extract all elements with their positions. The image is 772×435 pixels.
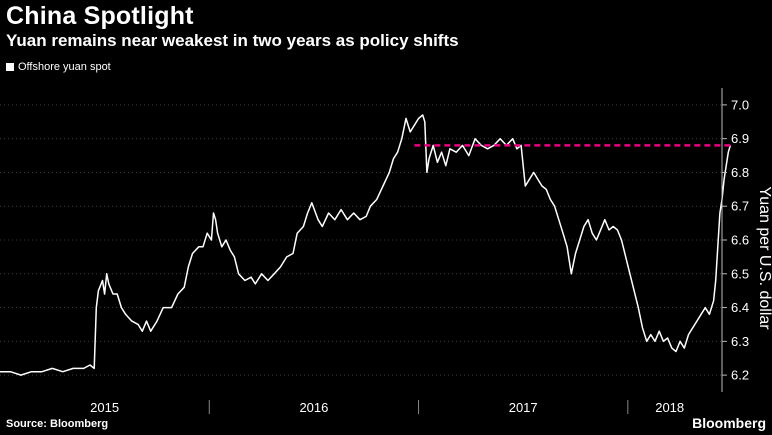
series-line [0,114,732,376]
legend-label: Offshore yuan spot [18,61,111,73]
y-axis: 6.2 6.3 6.4 6.5 6.6 6.7 6.8 6.9 7.0 [721,88,749,392]
y-tick-label: 6.4 [731,300,749,315]
y-tick-label: 6.8 [731,165,749,180]
legend: Offshore yuan spot [6,61,111,73]
y-tick-label: 6.9 [731,131,749,146]
grid [0,104,722,376]
x-axis: 2015 2016 2017 2018 [90,400,684,415]
bloomberg-logo: Bloomberg [692,415,766,431]
y-tick-label: 7.0 [731,97,749,112]
y-tick-label: 6.6 [731,233,749,248]
x-tick-label: 2016 [299,400,328,415]
legend-swatch [6,63,14,71]
y-axis-label: Yuan per U.S. dollar [756,186,772,330]
x-tick-label: 2017 [509,400,538,415]
y-tick-label: 6.5 [731,266,749,281]
chart-title: China Spotlight [6,2,194,30]
y-tick-label: 6.7 [731,199,749,214]
source-note: Source: Bloomberg [6,418,109,430]
y-tick-label: 6.3 [731,334,749,349]
x-tick-label: 2018 [655,400,684,415]
chart-subtitle: Yuan remains near weakest in two years a… [6,31,459,50]
year-dividers [208,400,629,414]
y-tick-label: 6.2 [731,368,749,383]
x-tick-label: 2015 [90,400,119,415]
series-group [0,114,732,376]
